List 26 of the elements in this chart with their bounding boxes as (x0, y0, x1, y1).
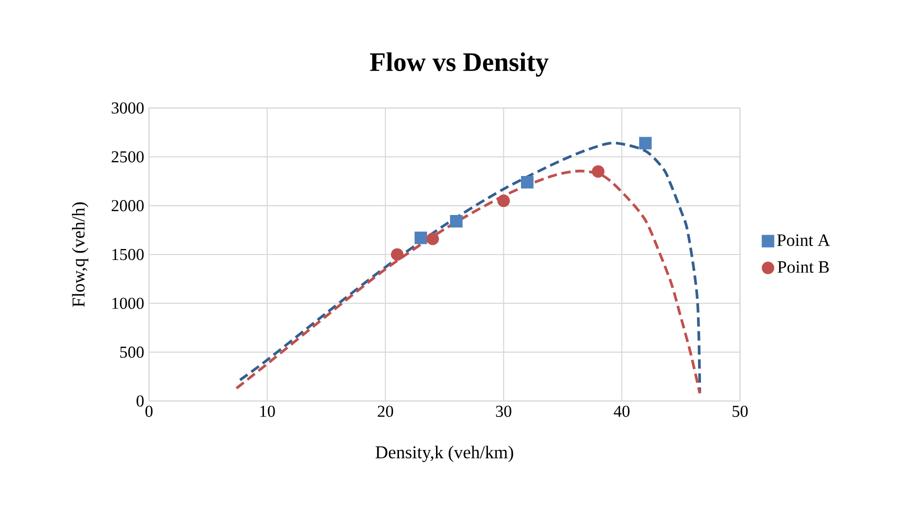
point (592, 165, 604, 178)
y-tick-label: 2000 (112, 200, 144, 212)
point (520, 176, 534, 188)
x-tick-label: 20 (378, 406, 394, 417)
legend-label: Point A (777, 234, 830, 246)
y-tick-label: 1500 (112, 248, 144, 260)
y-tick-label: 1000 (112, 298, 144, 309)
x-tick-label: 40 (614, 406, 630, 417)
y-tick-label: 0 (136, 395, 144, 407)
point (390, 248, 404, 261)
x-tick-label: 0 (145, 406, 153, 417)
x-tick-label: 10 (260, 406, 275, 417)
x-axis-title: Density,k (veh/km) (376, 446, 514, 462)
point (426, 232, 439, 246)
point (414, 232, 428, 244)
point (450, 215, 463, 228)
y-tick-label: 3000 (112, 102, 144, 114)
x-tick-label: 50 (732, 406, 748, 417)
y-tick-label: 500 (120, 346, 144, 358)
x-tick-label: 30 (496, 406, 512, 417)
point (639, 136, 652, 150)
y-tick-label: 2500 (112, 151, 144, 162)
point (497, 194, 510, 208)
y-axis-title: Flow,q (veh/h) (72, 202, 88, 307)
legend-label: Point B (778, 261, 829, 273)
chart-title: Flow vs Density (370, 52, 548, 77)
